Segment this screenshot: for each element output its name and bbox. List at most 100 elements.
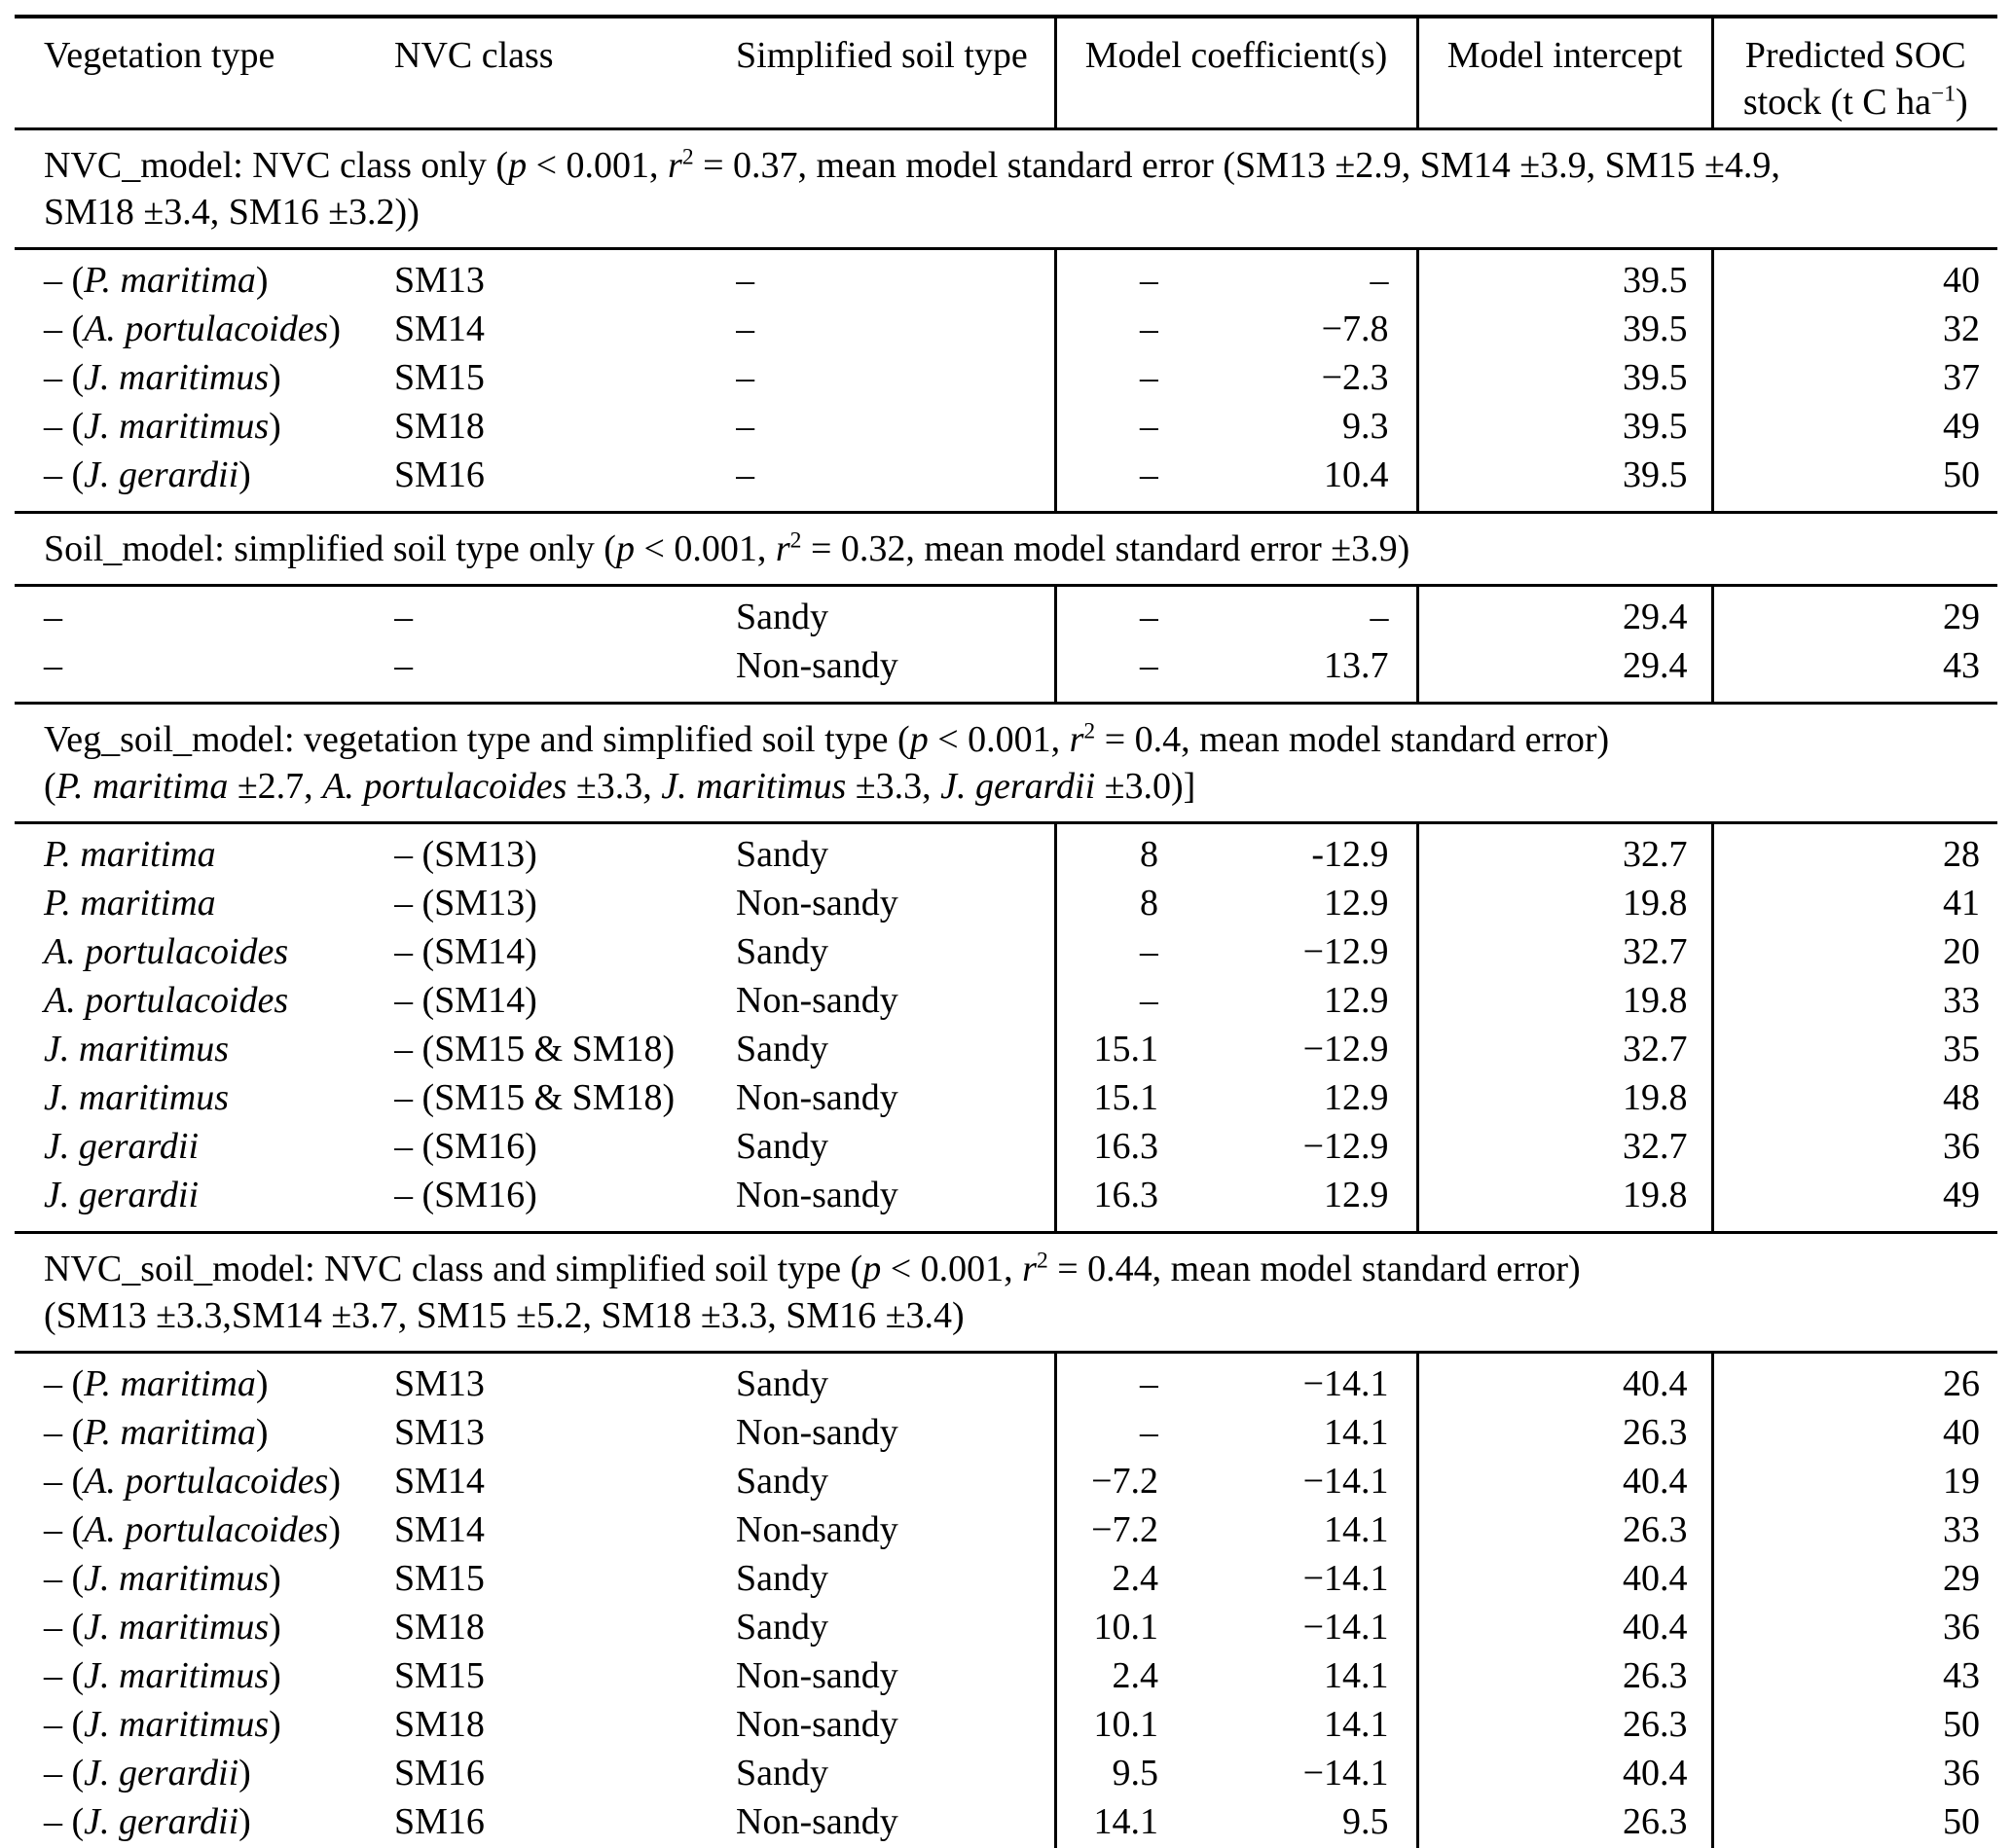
col-header-predicted-soc-stock: Predicted SOC stock (t C ha−1) (1710, 17, 1998, 130)
table-row: – (P. maritima) SM13 Non-sandy – 14.1 26.3 40 (15, 1408, 1998, 1457)
table-cell: SM15 (394, 1655, 485, 1696)
table-cell: – (1053, 402, 1158, 451)
col-header-vegetation-type: Vegetation type (15, 17, 394, 130)
table-cell: – (1053, 248, 1158, 305)
table-cell: – (J. maritimus) (44, 1607, 281, 1648)
section-band-veg-soil-model: Veg_soil_model: vegetation type and simp… (15, 702, 1998, 824)
table-cell: 19.8 (1415, 976, 1713, 1025)
table-cell: 35 (1710, 1025, 1998, 1073)
table-cell: 19.8 (1415, 1171, 1713, 1233)
table-cell: J. gerardii (44, 1126, 200, 1167)
table-cell: Sandy (736, 1753, 828, 1794)
table-cell: 37 (1710, 353, 1998, 402)
table-row: – (J. gerardii) SM16 – – 10.4 39.5 50 (15, 451, 1998, 513)
table-row: A. portulacoides – (SM14) Sandy – −12.9 32.7 2… (15, 927, 1998, 976)
table-cell: 40.4 (1415, 1749, 1713, 1797)
table-cell: 19.8 (1415, 879, 1713, 927)
table-cell: SM13 (394, 1363, 485, 1404)
table-cell: Sandy (736, 1607, 828, 1648)
table-cell: 33 (1710, 1505, 1998, 1554)
table-cell: – (1370, 260, 1389, 301)
table-cell: 40.4 (1415, 1352, 1713, 1408)
table-cell: 32.7 (1415, 1025, 1713, 1073)
table-cell: – (SM13) (394, 834, 537, 875)
table-cell: A. portulacoides (44, 980, 289, 1021)
section-header-row: NVC_soil_model: NVC class and simplified… (15, 1231, 1998, 1354)
table-cell: 36 (1710, 1603, 1998, 1651)
table-row: – (J. maritimus) SM18 Sandy 10.1 −14.1 40.4 36 (15, 1603, 1998, 1651)
table-cell: -12.9 (1311, 834, 1389, 875)
table-cell: 19.8 (1415, 1073, 1713, 1122)
table-cell: 10.4 (1324, 454, 1389, 495)
table-cell: SM15 (394, 1558, 485, 1599)
table-cell: Sandy (736, 1558, 828, 1599)
table-cell: 40.4 (1415, 1554, 1713, 1603)
table-cell: – (394, 645, 413, 686)
table-cell: – (1053, 585, 1158, 641)
table-cell: 9.5 (1342, 1801, 1389, 1842)
table-cell: 10.1 (1053, 1603, 1158, 1651)
table-cell: 39.5 (1415, 402, 1713, 451)
table-cell: 32.7 (1415, 1122, 1713, 1171)
table-cell: SM18 (394, 1704, 485, 1745)
section-rows-soil-model: – – Sandy – –29.4 29– – Non-sandy –13.7 29.4 43 (15, 585, 1998, 704)
table-cell: 40.4 (1415, 1603, 1713, 1651)
table-cell: 20 (1710, 927, 1998, 976)
table-cell: – (A. portulacoides) (44, 1461, 342, 1502)
section-header-row: Veg_soil_model: vegetation type and simp… (15, 702, 1998, 824)
section-rows-nvc-model: – (P. maritima) SM13– – –39.5 40– (A. portul… (15, 248, 1998, 513)
table-cell: 43 (1710, 1651, 1998, 1700)
table-cell: P. maritima (44, 883, 216, 924)
table-cell: – (736, 308, 754, 349)
table-cell: 28 (1710, 822, 1998, 879)
section-rows-veg-soil-model: P. maritima – (SM13) Sandy 8 -12.9 32.7 28 P. m… (15, 822, 1998, 1233)
section-title-nvc-soil-model: NVC_soil_model: NVC class and simplified… (15, 1231, 1998, 1354)
table-row: J. gerardii – (SM16) Sandy 16.3 −12.9 32.7 36 (15, 1122, 1998, 1171)
table-cell: 12.9 (1324, 980, 1389, 1021)
table-cell: SM16 (394, 1753, 485, 1794)
table-cell: 39.5 (1415, 451, 1713, 513)
table-row: – (J. maritimus) SM18 – – 9.3 39.5 49 (15, 402, 1998, 451)
table-cell: Sandy (736, 834, 828, 875)
table-cell: – (1053, 1352, 1158, 1408)
table-cell: 29 (1710, 585, 1998, 641)
table-cell: 14.1 (1324, 1509, 1389, 1550)
section-band-nvc-model: NVC_model: NVC class only (p < 0.001, r2… (15, 127, 1998, 250)
section-title-nvc-model: NVC_model: NVC class only (p < 0.001, r2… (15, 127, 1998, 250)
table-cell: – (736, 454, 754, 495)
table-cell: – (394, 597, 413, 637)
table-cell: 13.7 (1324, 645, 1389, 686)
table-row: – – Sandy – –29.4 29 (15, 585, 1998, 641)
table-cell: −14.1 (1302, 1461, 1389, 1502)
table-cell: 40 (1710, 248, 1998, 305)
table-row: J. gerardii – (SM16) Non-sandy 16.3 12.9 19.8… (15, 1171, 1998, 1233)
table-row: – – Non-sandy – 13.7 29.4 43 (15, 641, 1998, 704)
table-cell: 36 (1710, 1749, 1998, 1797)
table-cell: – (1053, 305, 1158, 353)
table-cell: SM13 (394, 1412, 485, 1453)
table-cell: 36 (1710, 1122, 1998, 1171)
table-cell: −14.1 (1302, 1558, 1389, 1599)
table-cell: 29 (1710, 1554, 1998, 1603)
table-cell: 50 (1710, 451, 1998, 513)
table-cell: 14.1 (1053, 1797, 1158, 1848)
table-cell: Sandy (736, 931, 828, 972)
table-cell: −14.1 (1302, 1363, 1389, 1404)
table-cell: 14.1 (1324, 1704, 1389, 1745)
table-cell: −2.3 (1321, 357, 1389, 398)
table-cell: Sandy (736, 1126, 828, 1167)
table-cell: P. maritima (44, 834, 216, 875)
section-band-nvc-soil-model: NVC_soil_model: NVC class and simplified… (15, 1231, 1998, 1354)
table-cell: 39.5 (1415, 353, 1713, 402)
table-cell: 33 (1710, 976, 1998, 1025)
table-cell: 40 (1710, 1408, 1998, 1457)
section-header-row: Soil_model: simplified soil type only (p… (15, 511, 1998, 587)
table-cell: 2.4 (1053, 1554, 1158, 1603)
table-cell: 26.3 (1415, 1700, 1713, 1749)
table-cell: – (J. maritimus) (44, 406, 281, 447)
col-header-model-intercept: Model intercept (1415, 17, 1713, 130)
table-cell: SM14 (394, 308, 485, 349)
table-cell: SM13 (394, 260, 485, 301)
table-cell: 26 (1710, 1352, 1998, 1408)
table-cell: 26.3 (1415, 1408, 1713, 1457)
